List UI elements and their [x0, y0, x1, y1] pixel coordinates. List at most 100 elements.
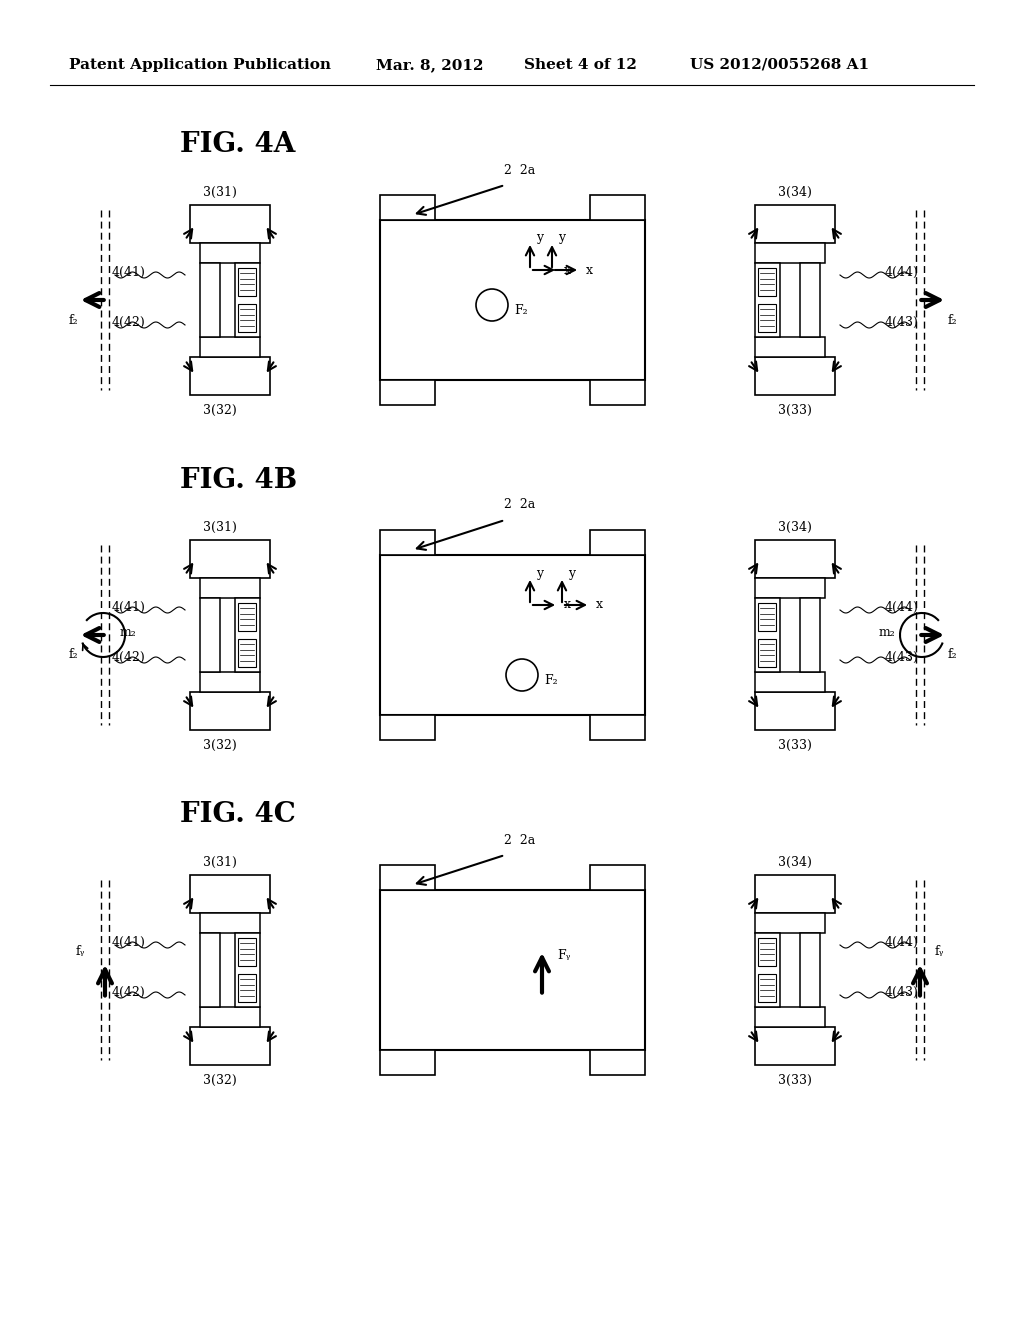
Text: f₂: f₂	[947, 648, 956, 661]
Bar	[590, 715, 645, 741]
Text: 3(31): 3(31)	[203, 186, 237, 198]
Text: f₂: f₂	[947, 314, 956, 326]
Bar	[238, 603, 256, 631]
Text: 4(43): 4(43)	[885, 651, 919, 664]
Text: US 2012/0055268 A1: US 2012/0055268 A1	[690, 58, 869, 73]
Bar	[755, 540, 835, 578]
Text: 4(42): 4(42)	[112, 315, 145, 329]
Bar	[238, 939, 256, 966]
Bar	[380, 865, 435, 890]
Bar	[380, 715, 435, 741]
Bar	[238, 639, 256, 667]
Text: 3(34): 3(34)	[778, 186, 812, 198]
Bar	[755, 692, 835, 730]
Text: 4(41): 4(41)	[112, 265, 145, 279]
Bar	[190, 356, 270, 395]
Text: 3(34): 3(34)	[778, 855, 812, 869]
Text: Patent Application Publication: Patent Application Publication	[69, 58, 331, 73]
Bar	[755, 598, 780, 672]
Bar	[755, 875, 835, 913]
Bar	[380, 220, 645, 380]
Bar	[755, 913, 825, 933]
Bar	[380, 890, 645, 1049]
Bar	[380, 531, 435, 554]
Text: Fᵧ: Fᵧ	[557, 949, 570, 961]
Text: x: x	[586, 264, 593, 276]
Bar	[800, 263, 820, 337]
Bar	[234, 933, 260, 1007]
Bar	[758, 639, 776, 667]
Text: 3(33): 3(33)	[778, 738, 812, 751]
Bar	[190, 540, 270, 578]
Text: 3(34): 3(34)	[778, 520, 812, 533]
Bar	[200, 933, 220, 1007]
Bar	[590, 195, 645, 220]
Bar	[200, 913, 260, 933]
Bar	[755, 356, 835, 395]
Text: 3(32): 3(32)	[203, 738, 237, 751]
Circle shape	[506, 659, 538, 690]
Bar	[755, 1007, 825, 1027]
Text: F₂: F₂	[544, 673, 558, 686]
Text: FIG. 4A: FIG. 4A	[180, 132, 295, 158]
Text: x: x	[564, 264, 571, 276]
Bar	[380, 1049, 435, 1074]
Text: m₂: m₂	[120, 626, 137, 639]
Text: 4(42): 4(42)	[112, 986, 145, 998]
Bar	[758, 939, 776, 966]
Text: 3(32): 3(32)	[203, 1073, 237, 1086]
Text: f₂: f₂	[69, 314, 78, 326]
Bar	[200, 578, 260, 598]
Text: 4(44): 4(44)	[885, 265, 919, 279]
Bar	[190, 1027, 270, 1065]
Text: 3(33): 3(33)	[778, 1073, 812, 1086]
Bar	[755, 263, 780, 337]
Bar	[755, 337, 825, 356]
Text: 2  2a: 2 2a	[505, 833, 536, 846]
Bar	[190, 205, 270, 243]
Text: x: x	[564, 598, 571, 611]
Text: y: y	[558, 231, 565, 244]
Bar	[238, 974, 256, 1002]
Text: FIG. 4C: FIG. 4C	[180, 801, 296, 829]
Text: 2  2a: 2 2a	[505, 164, 536, 177]
Text: Sheet 4 of 12: Sheet 4 of 12	[523, 58, 637, 73]
Bar	[755, 933, 780, 1007]
Text: 4(43): 4(43)	[885, 986, 919, 998]
Bar	[755, 205, 835, 243]
Bar	[200, 263, 220, 337]
Bar	[800, 933, 820, 1007]
Text: 4(41): 4(41)	[112, 601, 145, 614]
Bar	[380, 195, 435, 220]
Bar	[234, 598, 260, 672]
Bar	[755, 672, 825, 692]
Text: 4(43): 4(43)	[885, 315, 919, 329]
Text: 3(32): 3(32)	[203, 404, 237, 417]
Bar	[200, 598, 220, 672]
Bar	[200, 1007, 260, 1027]
Text: F₂: F₂	[514, 304, 527, 317]
Text: y: y	[568, 566, 575, 579]
Text: 3(31): 3(31)	[203, 855, 237, 869]
Text: 4(41): 4(41)	[112, 936, 145, 949]
Bar	[590, 380, 645, 405]
Bar	[200, 337, 260, 356]
Bar	[200, 243, 260, 263]
Circle shape	[476, 289, 508, 321]
Bar	[755, 578, 825, 598]
Bar	[380, 554, 645, 715]
Bar	[758, 304, 776, 333]
Bar	[758, 974, 776, 1002]
Bar	[755, 243, 825, 263]
Text: y: y	[536, 231, 543, 244]
Text: y: y	[536, 566, 543, 579]
Text: 4(44): 4(44)	[885, 936, 919, 949]
Text: 4(42): 4(42)	[112, 651, 145, 664]
Text: 4(44): 4(44)	[885, 601, 919, 614]
Text: 3(33): 3(33)	[778, 404, 812, 417]
Bar	[200, 672, 260, 692]
Bar	[190, 875, 270, 913]
Bar	[590, 1049, 645, 1074]
Bar	[758, 268, 776, 296]
Text: m₂: m₂	[879, 626, 895, 639]
